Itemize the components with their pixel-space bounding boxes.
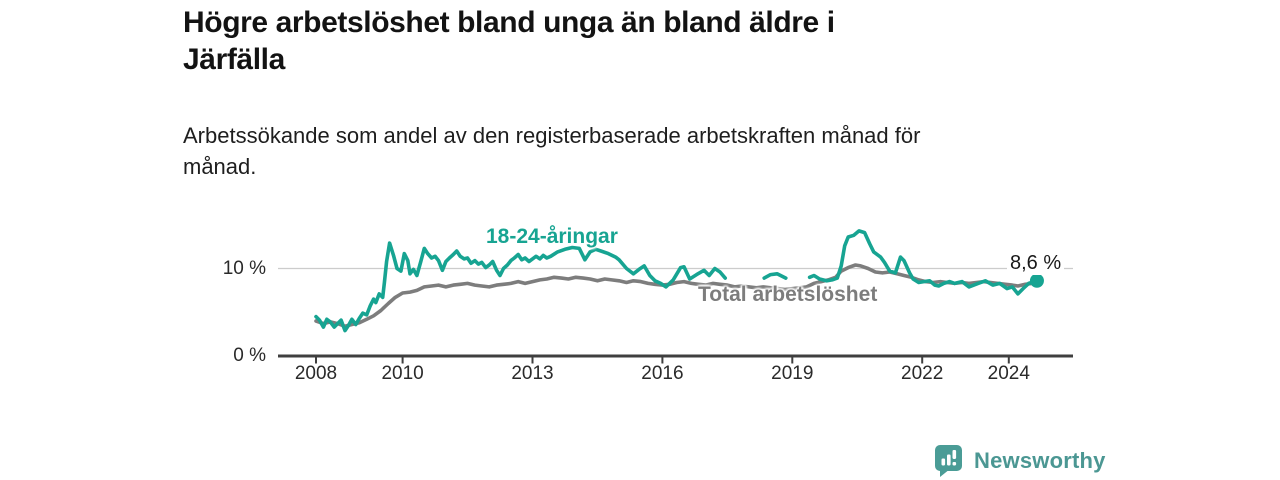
- newsworthy-logo-icon: [934, 444, 964, 478]
- series-label-total: Total arbetslöshet: [698, 283, 878, 306]
- x-axis-tick-label: 2022: [901, 363, 944, 384]
- series-line-18-24-åringar: [762, 272, 788, 280]
- newsworthy-logo: Newsworthy: [934, 444, 1106, 478]
- end-point-dot: [1029, 273, 1044, 288]
- series-label-youth: 18-24-åringar: [486, 225, 618, 248]
- newsworthy-logo-text: Newsworthy: [974, 448, 1106, 473]
- end-value-label: 8,6 %: [1007, 252, 1065, 275]
- y-axis-tick-label: 10 %: [222, 257, 266, 279]
- x-axis-tick-label: 2013: [511, 363, 554, 384]
- x-axis-tick-label: 2008: [294, 363, 338, 384]
- series-line-18-24-åringar: [807, 229, 1039, 296]
- page-subtitle: Arbetssökande som andel av den registerb…: [183, 123, 921, 179]
- series-line-18-24-åringar: [314, 241, 727, 333]
- y-axis-tick-label: 0 %: [233, 345, 266, 366]
- x-axis-tick-label: 2016: [641, 363, 684, 384]
- x-axis-tick-label: 2010: [381, 363, 424, 384]
- page-title: Högre arbetslöshet bland unga än bland ä…: [183, 6, 835, 76]
- x-axis-tick-label: 2024: [987, 363, 1030, 384]
- x-axis-tick-label: 2019: [771, 363, 814, 384]
- series-line-Total arbetslöshet: [314, 263, 1039, 329]
